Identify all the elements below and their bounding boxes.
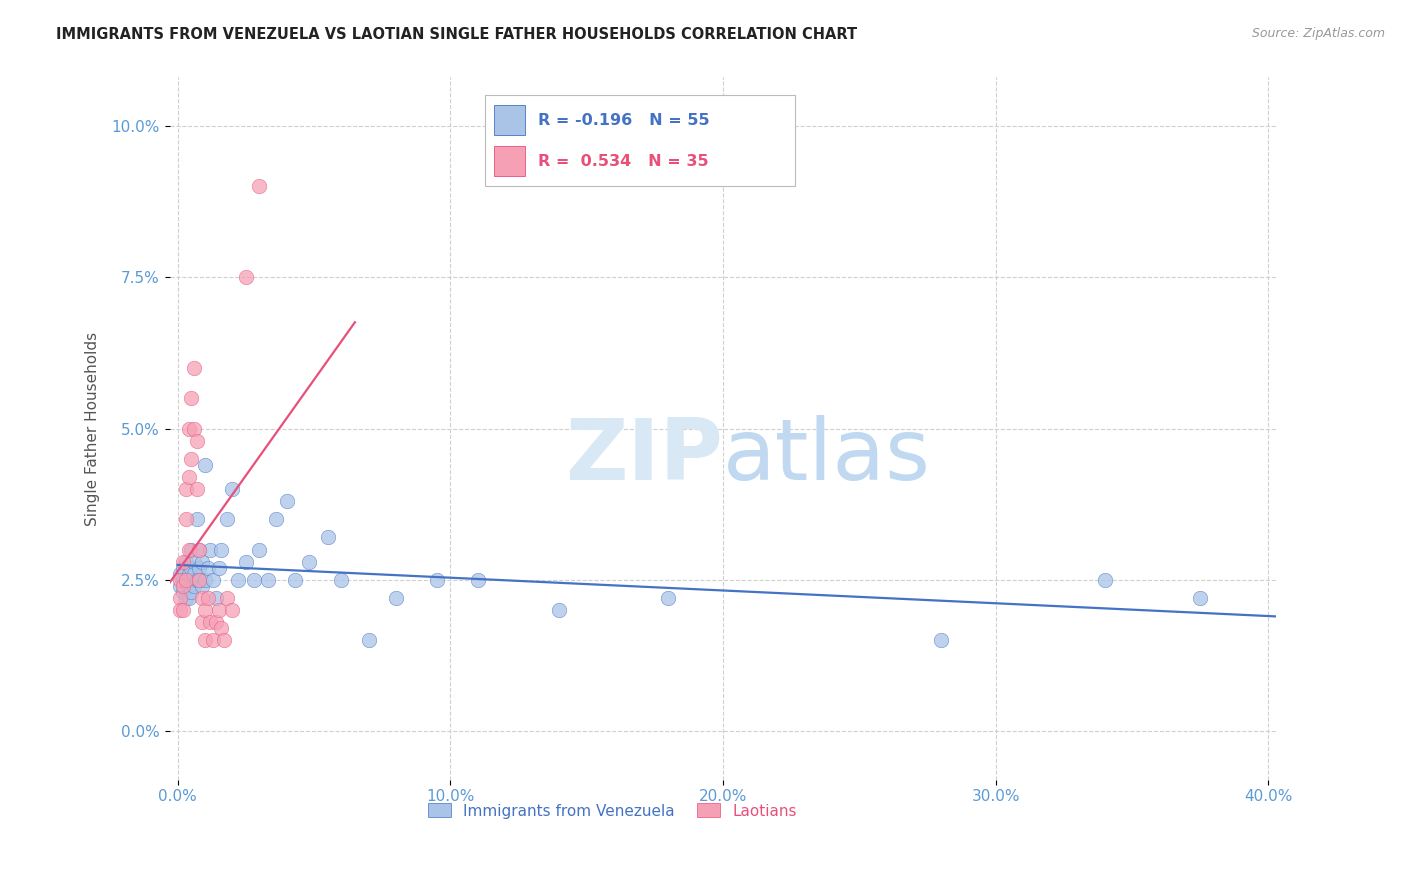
- Point: [183, 579, 205, 593]
- Point: [548, 603, 571, 617]
- Point: [249, 179, 271, 194]
- Point: [264, 512, 287, 526]
- Point: [235, 270, 257, 285]
- Point: [249, 542, 271, 557]
- Point: [183, 566, 205, 581]
- Point: [180, 585, 202, 599]
- Point: [180, 560, 202, 574]
- Point: [169, 579, 191, 593]
- Point: [180, 451, 202, 466]
- Point: [212, 633, 235, 648]
- Point: [215, 591, 238, 605]
- Point: [174, 573, 197, 587]
- Point: [183, 361, 205, 376]
- Point: [426, 573, 449, 587]
- Point: [202, 633, 225, 648]
- Point: [202, 573, 225, 587]
- Point: [207, 603, 229, 617]
- Point: [221, 482, 243, 496]
- Point: [174, 573, 197, 587]
- Point: [191, 615, 214, 630]
- Y-axis label: Single Father Households: Single Father Households: [86, 332, 100, 525]
- Point: [226, 573, 249, 587]
- Point: [169, 573, 191, 587]
- Point: [657, 591, 679, 605]
- Point: [180, 391, 202, 405]
- Point: [330, 573, 353, 587]
- Legend: Immigrants from Venezuela, Laotians: Immigrants from Venezuela, Laotians: [422, 797, 803, 824]
- Point: [188, 542, 211, 557]
- Text: Source: ZipAtlas.com: Source: ZipAtlas.com: [1251, 27, 1385, 40]
- Point: [169, 566, 191, 581]
- Point: [385, 591, 408, 605]
- Point: [197, 560, 219, 574]
- Point: [235, 555, 257, 569]
- Point: [256, 573, 278, 587]
- Point: [200, 615, 222, 630]
- Point: [221, 603, 243, 617]
- Point: [200, 542, 222, 557]
- Point: [177, 421, 200, 435]
- Point: [284, 573, 307, 587]
- Point: [929, 633, 952, 648]
- Point: [172, 579, 194, 593]
- Point: [1189, 591, 1212, 605]
- Point: [207, 560, 229, 574]
- Point: [316, 531, 339, 545]
- Point: [186, 573, 208, 587]
- Point: [172, 603, 194, 617]
- Point: [180, 573, 202, 587]
- Point: [174, 591, 197, 605]
- Point: [180, 542, 202, 557]
- Point: [174, 555, 197, 569]
- Point: [174, 512, 197, 526]
- Text: ZIP: ZIP: [565, 415, 723, 498]
- Point: [188, 560, 211, 574]
- Point: [186, 434, 208, 448]
- Text: atlas: atlas: [723, 415, 931, 498]
- Point: [177, 470, 200, 484]
- Point: [186, 482, 208, 496]
- Point: [183, 421, 205, 435]
- Point: [243, 573, 266, 587]
- Point: [194, 573, 217, 587]
- Point: [467, 573, 489, 587]
- Point: [194, 458, 217, 472]
- Point: [357, 633, 380, 648]
- Point: [177, 542, 200, 557]
- Point: [194, 633, 217, 648]
- Point: [172, 560, 194, 574]
- Point: [1094, 573, 1116, 587]
- Point: [194, 603, 217, 617]
- Point: [177, 579, 200, 593]
- Point: [177, 566, 200, 581]
- Point: [188, 542, 211, 557]
- Point: [205, 615, 228, 630]
- Point: [191, 555, 214, 569]
- Point: [215, 512, 238, 526]
- Point: [191, 591, 214, 605]
- Point: [172, 585, 194, 599]
- Point: [177, 591, 200, 605]
- Point: [188, 573, 211, 587]
- Point: [186, 512, 208, 526]
- Point: [172, 573, 194, 587]
- Point: [297, 555, 319, 569]
- Point: [172, 555, 194, 569]
- Point: [183, 555, 205, 569]
- Point: [169, 603, 191, 617]
- Point: [169, 591, 191, 605]
- Point: [197, 591, 219, 605]
- Point: [174, 482, 197, 496]
- Point: [209, 621, 232, 635]
- Point: [209, 542, 232, 557]
- Point: [205, 591, 228, 605]
- Point: [188, 573, 211, 587]
- Point: [276, 494, 298, 508]
- Text: IMMIGRANTS FROM VENEZUELA VS LAOTIAN SINGLE FATHER HOUSEHOLDS CORRELATION CHART: IMMIGRANTS FROM VENEZUELA VS LAOTIAN SIN…: [56, 27, 858, 42]
- Point: [191, 579, 214, 593]
